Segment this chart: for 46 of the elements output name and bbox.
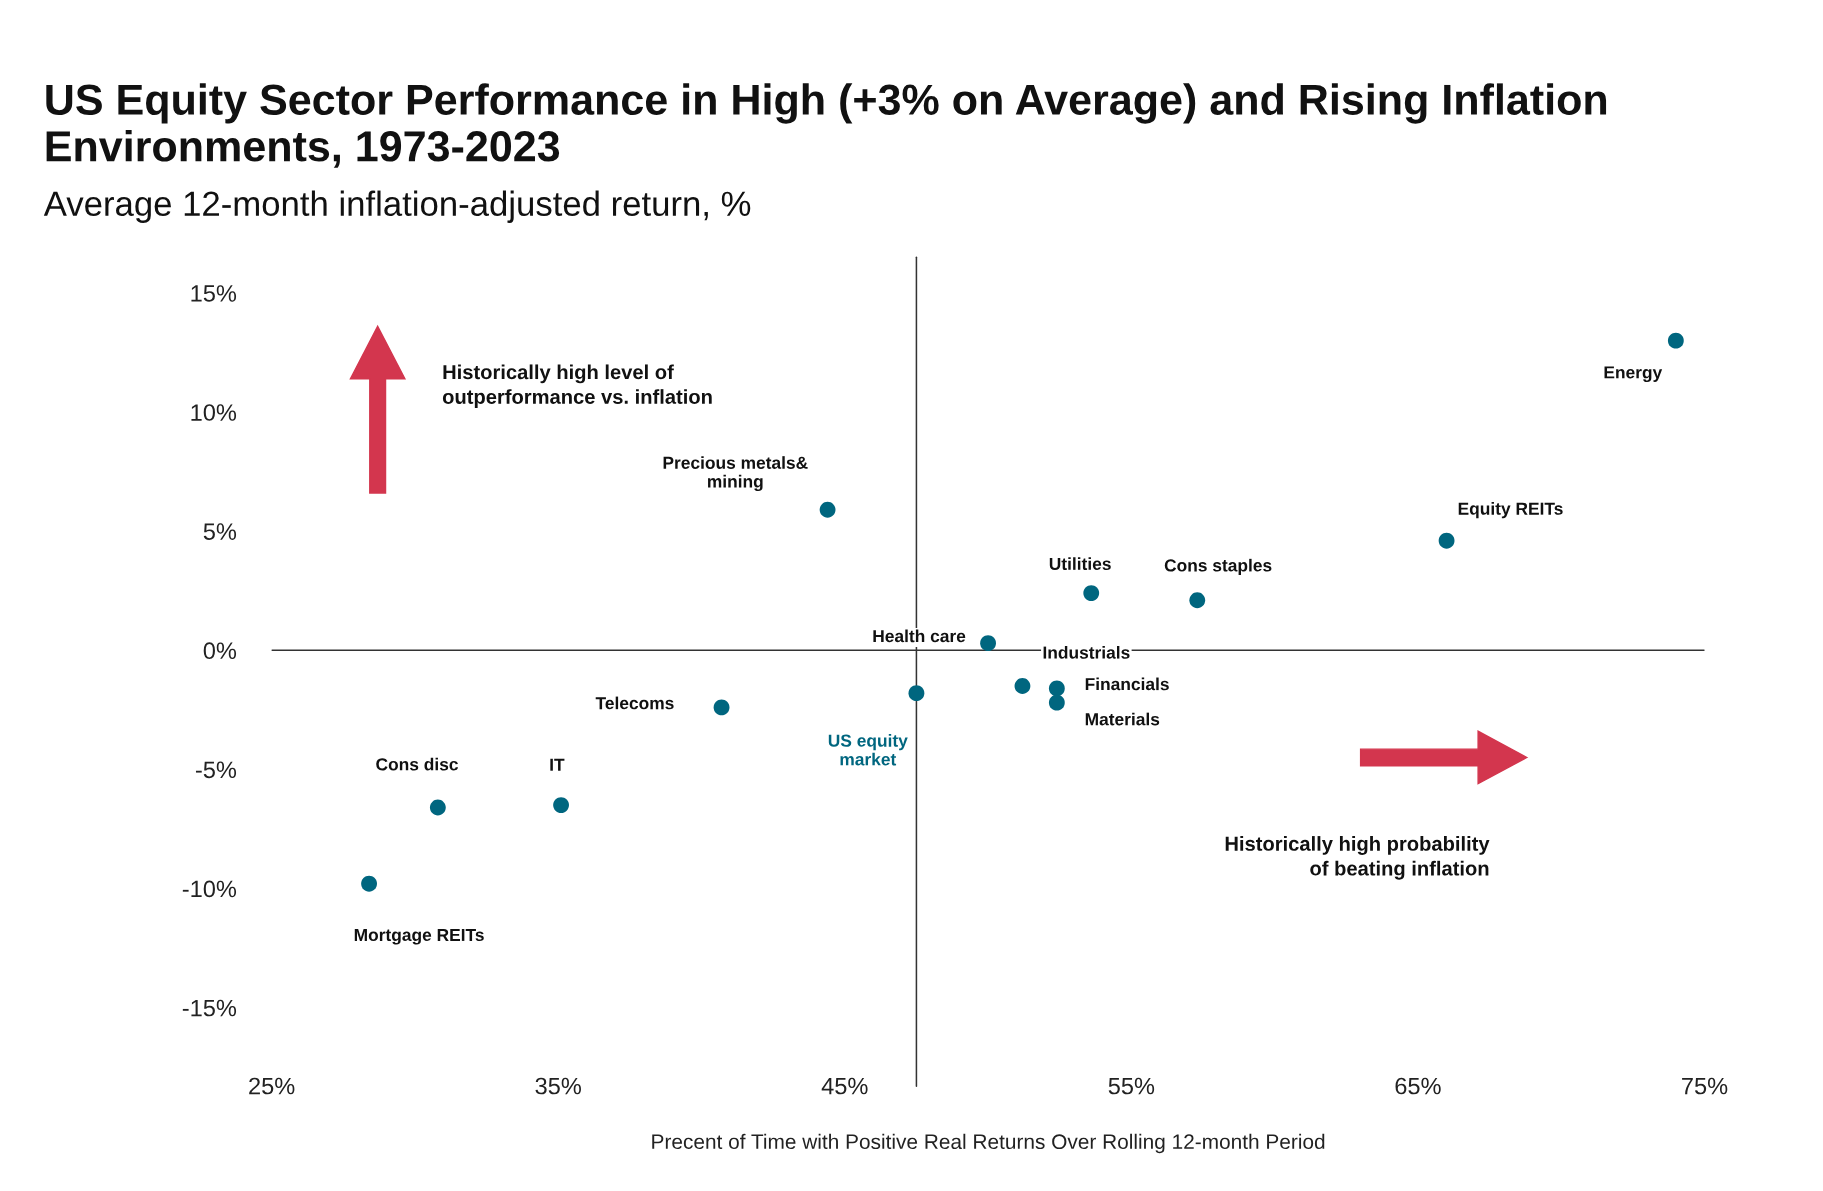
chart-subtitle: Average 12-month inflation-adjusted return, % — [43, 190, 751, 223]
annotation: Equity REITs — [1458, 502, 1563, 519]
point — [1667, 332, 1684, 349]
annotation: Utilities — [1049, 557, 1111, 570]
y-tick-label: -10% — [182, 880, 237, 898]
point — [908, 685, 925, 702]
point — [1048, 694, 1065, 711]
point — [819, 501, 836, 518]
annotation: Materials — [1085, 712, 1160, 726]
annotation: Historically high probability of beating inflation — [1225, 836, 1490, 880]
x-tick-label: 65% — [1395, 1077, 1441, 1095]
y-tick-label: 10% — [191, 404, 237, 421]
annotation: Energy — [1604, 366, 1663, 383]
point — [1048, 680, 1065, 697]
annotation: Telecoms — [595, 696, 674, 710]
annotation: Financials — [1085, 677, 1169, 691]
point — [1189, 592, 1206, 609]
point — [713, 699, 730, 716]
annotation: US equity market — [828, 734, 908, 766]
y-tick-label: -5% — [195, 761, 237, 779]
x-tick-label: 75% — [1682, 1077, 1728, 1095]
y-tick-label: -15% — [182, 999, 237, 1017]
point — [1083, 585, 1100, 602]
chart-title: US Equity Sector Performance in High (+3% on Average) and Rising Inflation Environments, 1973-2023 — [46, 83, 1607, 168]
y-tick-label: 15% — [191, 285, 237, 302]
point — [429, 799, 446, 816]
annotation: Precious metals& mining — [663, 456, 808, 492]
annotation: Cons staples — [1164, 558, 1272, 576]
y-tick-label: 0% — [203, 642, 237, 660]
annotation: Historically high level of outperformance vs. inflation — [442, 364, 712, 408]
x-tick-label: 25% — [249, 1077, 295, 1095]
x-tick-label: 35% — [535, 1077, 581, 1095]
annotation: Industrials — [1043, 645, 1130, 659]
y-tick-label: 5% — [203, 523, 237, 540]
point — [553, 797, 569, 814]
point — [1014, 678, 1031, 694]
point — [361, 875, 377, 892]
point — [1438, 532, 1455, 549]
annotation: IT — [550, 758, 565, 771]
x-tick-label: 55% — [1108, 1077, 1155, 1095]
annotation: Health care — [873, 629, 966, 643]
point — [980, 635, 996, 652]
annotation: Mortgage REITs — [354, 928, 484, 945]
annotation: Cons disc — [376, 757, 458, 771]
x-tick-label: 45% — [821, 1077, 868, 1095]
x-axis-title: Precent of Time with Positive Real Returns Over Rolling 12-month Period — [652, 1133, 1325, 1154]
